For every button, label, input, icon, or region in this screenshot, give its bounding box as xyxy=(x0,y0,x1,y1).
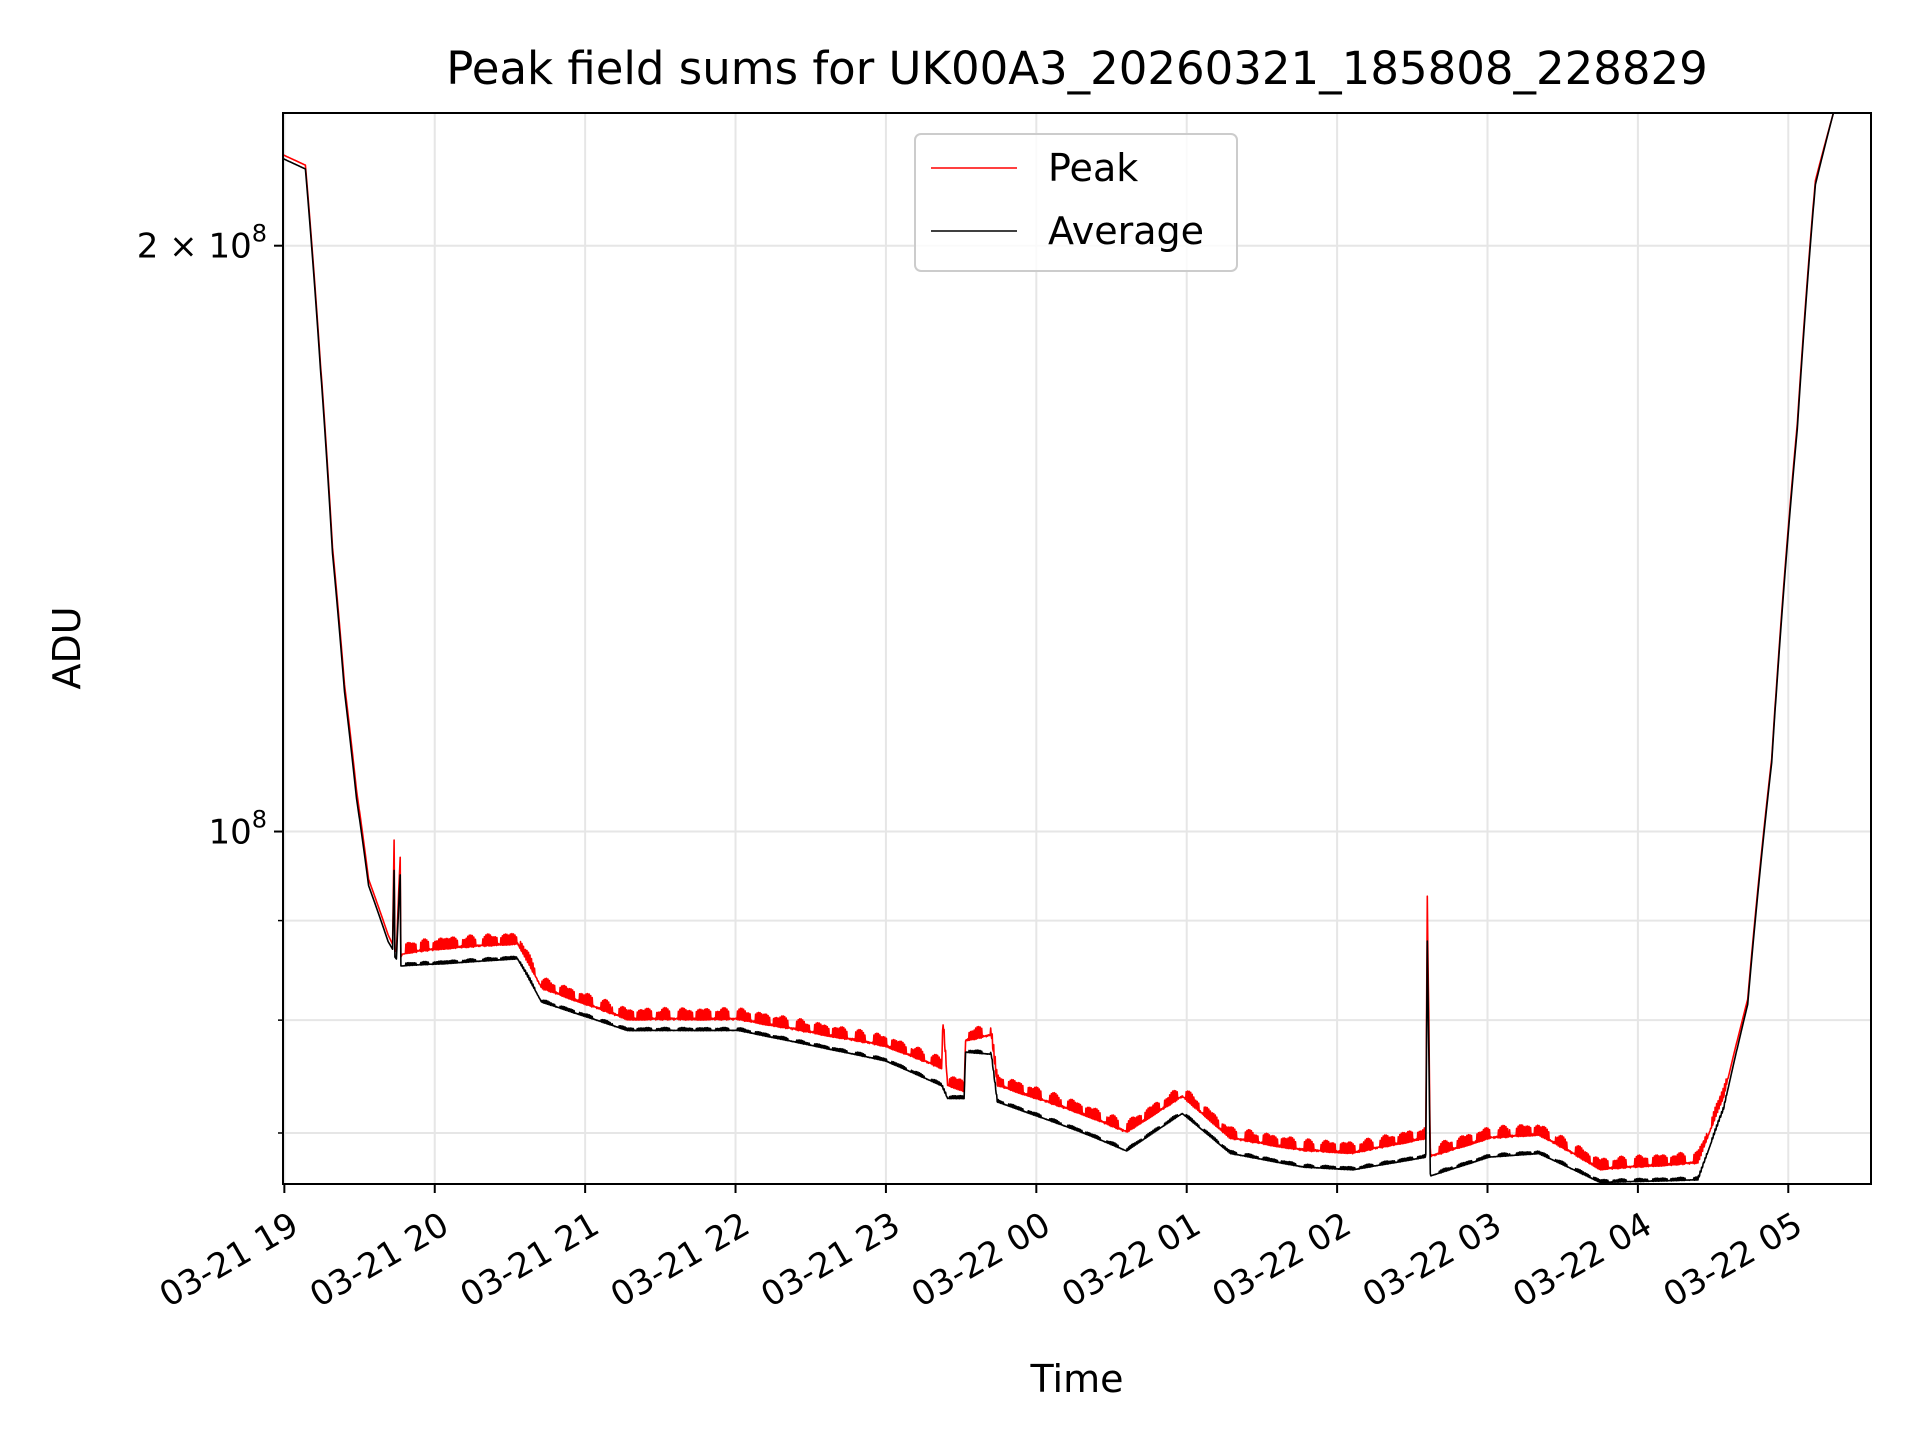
y-tick-label: 108 xyxy=(208,806,267,853)
x-tick-label: 03-22 03 xyxy=(1356,1205,1508,1316)
x-tick-label: 03-21 20 xyxy=(303,1205,455,1316)
chart-title: Peak field sums for UK00A3_20260321_1858… xyxy=(446,42,1708,95)
x-tick-label: 03-21 19 xyxy=(153,1205,305,1316)
x-tick-label: 03-21 21 xyxy=(454,1205,606,1316)
series-line-average xyxy=(283,113,1871,1184)
plot-frame xyxy=(282,112,1872,1185)
grid xyxy=(283,113,1871,1184)
legend-label-peak: Peak xyxy=(1048,146,1138,190)
legend: Peak Average xyxy=(914,133,1238,272)
y-axis-label: ADU xyxy=(45,606,89,689)
x-tick-label: 03-22 05 xyxy=(1657,1205,1809,1316)
legend-label-average: Average xyxy=(1048,209,1204,253)
series-group xyxy=(283,113,1871,1184)
x-tick-label: 03-21 23 xyxy=(754,1205,906,1316)
x-tick-label: 03-22 00 xyxy=(905,1205,1057,1316)
series-line-peak xyxy=(283,113,1871,1171)
y-tick-label: 2 × 108 xyxy=(137,220,267,267)
x-tick-label: 03-22 01 xyxy=(1055,1205,1207,1316)
x-axis-label: Time xyxy=(1030,1357,1124,1401)
x-tick-label: 03-21 22 xyxy=(604,1205,756,1316)
x-tick-label: 03-22 02 xyxy=(1206,1205,1358,1316)
x-tick-label: 03-22 04 xyxy=(1506,1205,1658,1316)
y-ticks: 2 × 108 108 xyxy=(137,220,283,1134)
